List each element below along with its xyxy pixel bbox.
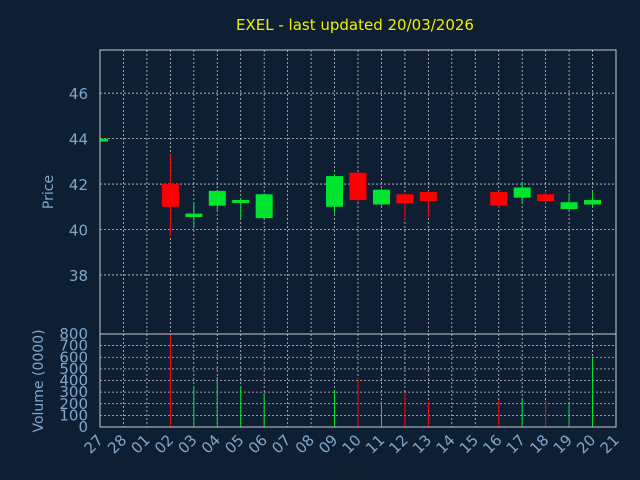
candle-20	[584, 190, 602, 207]
price-y-tick-label: 38	[69, 267, 88, 285]
candle-16	[490, 190, 508, 208]
candle-body	[232, 199, 250, 203]
candle-body	[349, 172, 367, 200]
volume-axis-label: Volume (0000)	[31, 329, 47, 432]
x-tick-label: 14	[432, 431, 458, 457]
x-tick-label: 07	[268, 431, 294, 457]
volume-y-tick-label: 300	[59, 383, 88, 401]
volume-y-tick-label: 700	[59, 337, 88, 355]
candle-body	[396, 194, 414, 204]
x-tick-labels: 2728010203040506070809101112131415161718…	[81, 431, 623, 457]
volume-y-tick-label: 600	[59, 348, 88, 366]
candle-18	[537, 190, 555, 204]
chart-title: EXEL - last updated 20/03/2026	[236, 16, 474, 34]
candle-06	[255, 193, 273, 220]
candle-body	[419, 192, 437, 202]
x-axis-label: Day	[334, 459, 362, 475]
candle-body	[326, 176, 344, 207]
volume-y-tick-label: 800	[59, 325, 88, 343]
candle-03	[185, 202, 203, 228]
candle-body	[560, 202, 578, 210]
candle-body	[208, 190, 226, 206]
candle-05	[232, 197, 250, 219]
x-tick-label: 03	[174, 431, 200, 457]
candle-body	[100, 138, 108, 142]
x-tick-label: 18	[526, 431, 552, 457]
volume-y-tick-label: 400	[59, 372, 88, 390]
x-tick-label: 08	[292, 431, 318, 457]
x-tick-label: 16	[479, 431, 505, 457]
x-tick-label: 02	[151, 431, 177, 457]
candle-10	[349, 172, 367, 203]
volume-bars	[169, 334, 594, 427]
candle-body	[584, 199, 602, 205]
x-tick-label: 09	[315, 431, 341, 457]
candle-27	[99, 137, 108, 142]
candle-19	[560, 193, 578, 211]
volume-y-tick-label: 100	[59, 406, 88, 424]
volume-y-tick-label: 500	[59, 360, 88, 378]
candle-body	[537, 194, 555, 202]
candle-02	[161, 154, 179, 237]
x-tick-label: 20	[573, 431, 599, 457]
x-tick-label: 05	[221, 431, 247, 457]
price-y-tick-label: 42	[69, 176, 88, 194]
candle-11	[372, 188, 390, 206]
x-tick-label: 10	[339, 431, 365, 457]
volume-plot-frame	[99, 333, 617, 428]
candle-04	[208, 189, 226, 212]
candle-17	[513, 181, 531, 203]
price-y-tick-labels: 38 40 42 44 46	[69, 85, 88, 285]
candle-13	[419, 190, 437, 217]
candle-body	[255, 194, 273, 219]
x-tick-label: 28	[104, 431, 130, 457]
candle-body	[490, 192, 508, 206]
x-tick-label: 12	[386, 431, 412, 457]
price-y-tick-label: 44	[69, 131, 88, 149]
x-tick-label: 17	[503, 431, 529, 457]
candle-body	[161, 184, 179, 207]
candle-12	[396, 193, 414, 220]
x-tick-label: 13	[409, 431, 435, 457]
x-tick-label: 11	[362, 431, 388, 457]
x-tick-label: 04	[198, 431, 224, 457]
volume-y-tick-label: 0	[78, 418, 88, 436]
x-tick-label: 01	[128, 431, 154, 457]
volume-y-tick-label: 200	[59, 395, 88, 413]
price-axis-label: Price	[41, 175, 57, 209]
candle-09	[326, 173, 344, 214]
price-candles	[99, 137, 602, 237]
x-tick-label: 15	[456, 431, 482, 457]
price-y-tick-label: 46	[69, 85, 88, 103]
candle-body	[372, 189, 390, 205]
x-tick-label: 06	[245, 431, 271, 457]
x-tick-label: 19	[550, 431, 576, 457]
price-y-tick-label: 40	[69, 221, 88, 239]
candle-body	[513, 187, 531, 198]
x-tick-label: 21	[597, 431, 623, 457]
candle-body	[185, 213, 203, 217]
